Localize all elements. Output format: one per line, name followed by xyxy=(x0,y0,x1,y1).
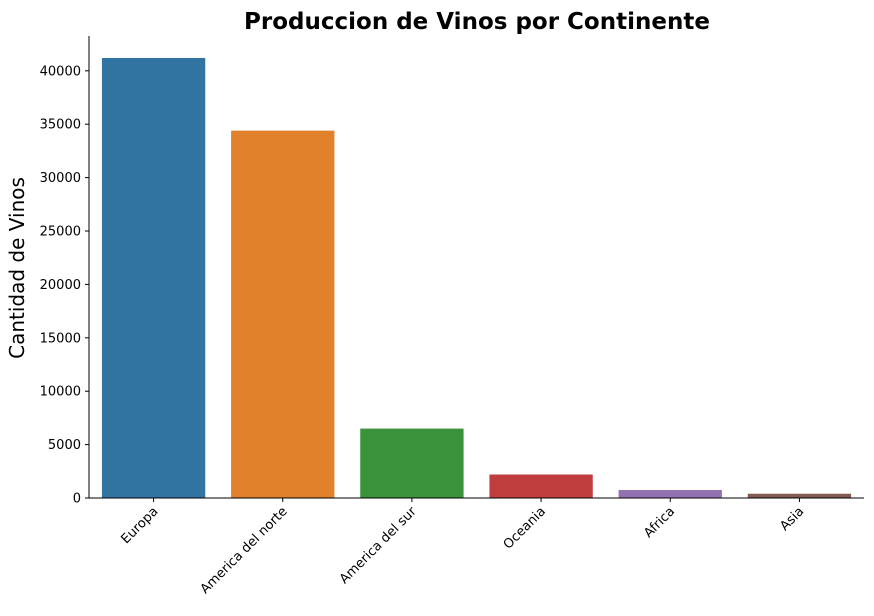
x-tick-label: America del norte xyxy=(198,504,291,597)
x-tick-label: Oceania xyxy=(501,504,549,552)
bar-america-del-sur xyxy=(360,428,464,498)
x-tick-label: America del sur xyxy=(337,504,420,587)
y-tick-label: 5000 xyxy=(48,438,81,453)
bar-america-del-norte xyxy=(231,130,335,499)
x-tick-label: Africa xyxy=(641,504,678,541)
x-ticks-group: Europa America del norte America del sur Oc… xyxy=(118,498,807,597)
y-tick-label: 10000 xyxy=(40,385,81,400)
y-tick-label: 15000 xyxy=(40,331,81,346)
y-ticks-group: 0 5000 10000 15000 20000 25000 30000 35000 40000 xyxy=(40,64,89,507)
x-tick-label: Asia xyxy=(777,504,807,534)
chart-title: Produccion de Vinos por Continente xyxy=(244,9,710,35)
bars-group xyxy=(101,58,852,499)
y-tick-label: 40000 xyxy=(40,64,81,79)
y-axis-label: Cantidad de Vinos xyxy=(5,177,29,359)
bar-asia xyxy=(747,493,852,498)
y-tick-label: 35000 xyxy=(40,118,81,133)
y-tick-label: 20000 xyxy=(40,278,81,293)
y-tick-label: 25000 xyxy=(40,225,81,240)
x-tick-label: Europa xyxy=(118,504,161,547)
y-tick-label: 0 xyxy=(73,492,81,507)
bar-africa xyxy=(618,489,722,498)
bar-oceania xyxy=(489,474,593,498)
bar-europa xyxy=(101,58,206,498)
y-tick-label: 30000 xyxy=(40,171,81,186)
